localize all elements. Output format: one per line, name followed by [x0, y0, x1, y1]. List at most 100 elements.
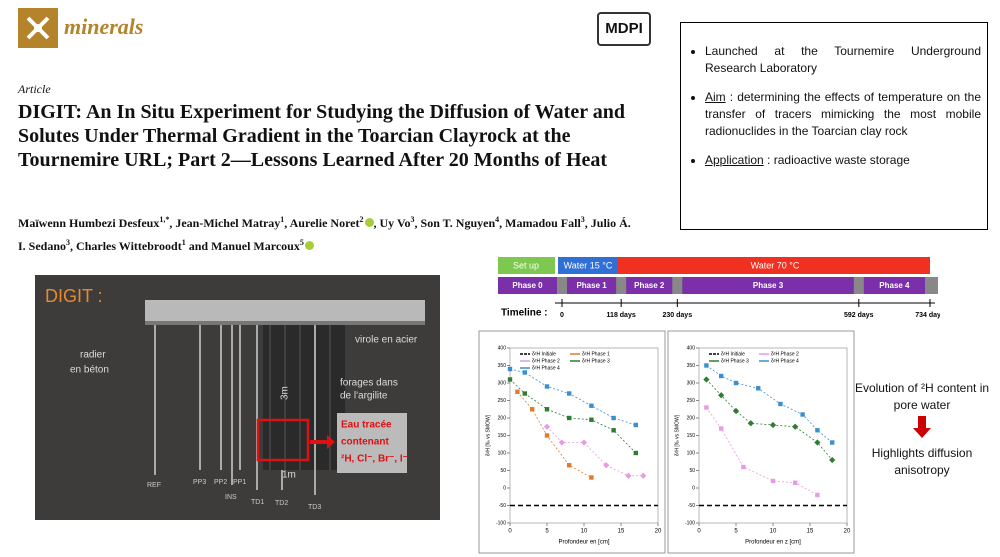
- conclusion-text: Highlights diffusion anisotropy: [871, 446, 973, 477]
- y-tick-label: -50: [688, 503, 695, 509]
- data-point: [733, 380, 739, 386]
- author-name: Aurelie Noret: [289, 216, 360, 230]
- journal-name: minerals: [64, 14, 144, 39]
- phase-label: Phase 4: [879, 281, 910, 290]
- stage-bar: [498, 257, 555, 274]
- timeline-tick-label: 230 days: [663, 312, 693, 319]
- phase-bar: [863, 277, 925, 294]
- y-tick-label: -100: [685, 520, 695, 526]
- data-point: [567, 463, 572, 468]
- x-tick-label: 0: [508, 529, 512, 535]
- x-tick-label: 10: [581, 529, 588, 535]
- y-tick-label: 400: [498, 345, 507, 351]
- data-point: [704, 405, 709, 410]
- data-point: [793, 480, 798, 485]
- stage-label: Water 15 °C: [564, 260, 613, 270]
- y-tick-label: 0: [692, 485, 695, 491]
- y-tick-label: 200: [687, 415, 696, 421]
- y-tick-label: 150: [498, 433, 507, 439]
- author: Julio Á. I. Sedano3,: [18, 216, 631, 253]
- legend-label: δ²H Phase 2: [532, 358, 560, 364]
- summary-box: Launched at the Tournemire Underground R…: [680, 22, 988, 230]
- borehole-label: TD1: [251, 499, 264, 506]
- timeline: Set up Water 15 °C Water 70 °C Phase 0 Phase…: [498, 257, 940, 319]
- data-point: [815, 428, 820, 433]
- author: Son T. Nguyen4,: [420, 215, 506, 230]
- y-tick-label: 300: [687, 380, 696, 386]
- conclusion: Evolution of ²H content in pore water Hi…: [852, 380, 992, 479]
- author: Charles Wittebroodt1 and: [76, 238, 212, 253]
- affiliation: 4: [495, 215, 500, 224]
- data-point: [507, 366, 513, 372]
- y-tick-label: -50: [499, 503, 506, 509]
- publisher-logo: MDPI: [597, 12, 651, 46]
- x-axis-label: Profondeur en [cm]: [558, 540, 609, 546]
- phase-bar: [682, 277, 854, 294]
- bullet: Launched at the Tournemire Underground R…: [705, 43, 981, 77]
- author-name: Jean-Michel Matray: [175, 216, 281, 230]
- y-tick-label: 250: [498, 398, 507, 404]
- phase-label: Phase 0: [512, 281, 543, 290]
- data-point: [589, 403, 594, 408]
- timeline-tick-label: 118 days: [607, 312, 636, 319]
- data-point: [567, 415, 572, 421]
- x-tick-label: 20: [655, 529, 662, 535]
- author-name: Charles Wittebroodt: [76, 239, 182, 253]
- y-tick-label: 350: [687, 363, 696, 369]
- affiliation: 5: [299, 238, 304, 247]
- timeline-label: Timeline :: [501, 308, 548, 319]
- diagram-label: en béton: [70, 365, 109, 376]
- diagram-label: 3m: [280, 386, 291, 400]
- author-name: Mamadou Fall: [505, 216, 581, 230]
- x-tick-label: 15: [807, 529, 814, 535]
- y-tick-label: -100: [496, 520, 506, 526]
- borehole-label: PP1: [233, 479, 246, 486]
- data-point: [589, 417, 594, 422]
- series-line: [706, 365, 833, 443]
- data-point: [719, 426, 724, 431]
- tracer-label: contenant: [341, 437, 389, 448]
- y-tick-label: 100: [687, 450, 696, 456]
- y-tick-label: 150: [687, 433, 696, 439]
- data-point: [800, 412, 805, 417]
- author-name: Manuel Marcoux: [211, 239, 300, 253]
- legend-label: δ²H Phase 4: [532, 365, 560, 371]
- data-point: [830, 440, 835, 445]
- data-point: [522, 391, 527, 396]
- data-point: [544, 433, 550, 438]
- bullet-label: Aim: [705, 90, 726, 104]
- data-point: [778, 401, 783, 407]
- data-point: [703, 376, 710, 383]
- data-point: [756, 386, 761, 391]
- affiliation: 1,*: [159, 215, 170, 224]
- legend-label: δ²H Phase 4: [771, 358, 799, 364]
- data-point: [719, 373, 724, 379]
- diagram-label: 1m: [282, 470, 296, 481]
- y-tick-label: 300: [498, 380, 507, 386]
- x-tick-label: 5: [545, 529, 549, 535]
- tracer-label: ²H, Cl⁻, Br⁻, I⁻: [341, 454, 408, 465]
- affiliation: 3: [410, 215, 415, 224]
- borehole-label: INS: [225, 494, 237, 501]
- x-tick-label: 0: [697, 529, 701, 535]
- author: Manuel Marcoux5: [211, 238, 314, 253]
- data-point: [589, 475, 594, 480]
- y-tick-label: 250: [687, 398, 696, 404]
- diagram-label: virole en acier: [355, 335, 418, 346]
- legend-label: δ²H Phase 1: [582, 351, 610, 357]
- arrow: [913, 416, 931, 438]
- y-tick-label: 50: [689, 468, 695, 474]
- data-point: [815, 492, 820, 498]
- y-tick-label: 0: [503, 485, 506, 491]
- diagram-label: de l'argilite: [340, 391, 388, 402]
- y-tick-label: 50: [500, 468, 506, 474]
- x-tick-label: 10: [770, 529, 777, 535]
- author-name: Uy Vo: [379, 216, 411, 230]
- y-tick-label: 400: [687, 345, 696, 351]
- affiliation: 3: [66, 238, 71, 247]
- author-name: Maïwenn Humbezi Desfeux: [18, 216, 160, 230]
- phase-label: Phase 1: [576, 281, 607, 290]
- article-type: Article: [18, 82, 51, 96]
